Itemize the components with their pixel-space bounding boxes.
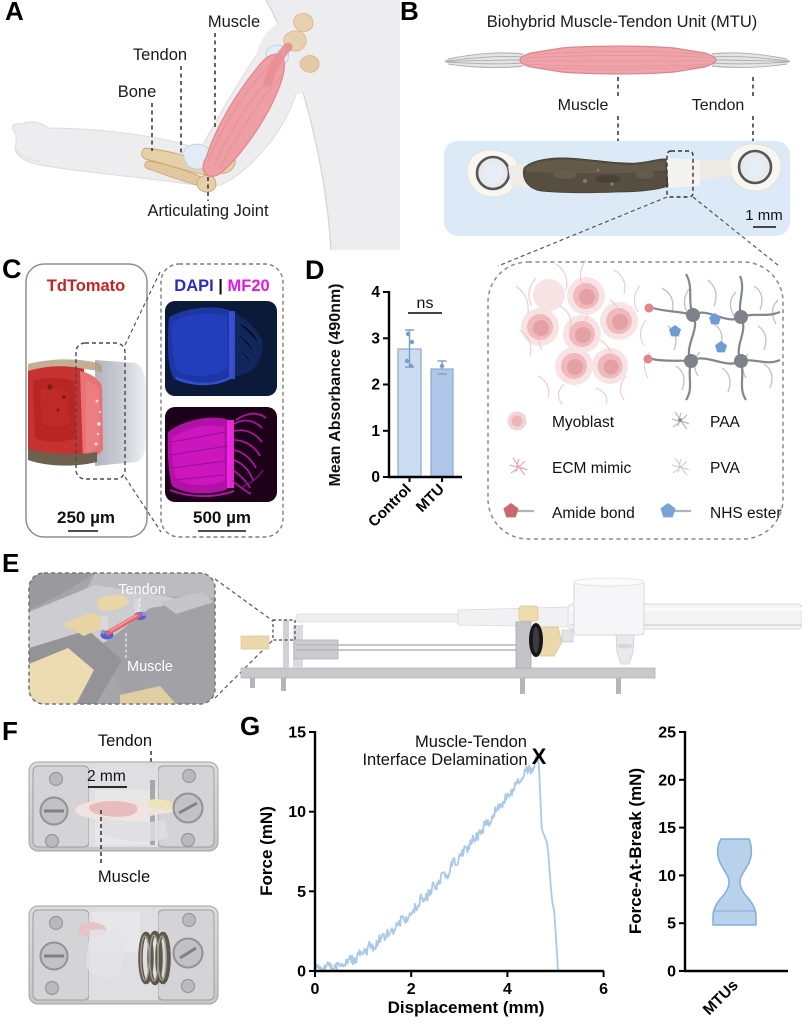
svg-text:1 mm: 1 mm — [745, 207, 783, 224]
svg-text:PVA: PVA — [710, 460, 741, 477]
svg-text:0: 0 — [667, 964, 676, 981]
svg-text:10: 10 — [288, 804, 306, 821]
svg-text:5: 5 — [297, 884, 306, 901]
svg-text:DAPI | MF20: DAPI | MF20 — [174, 277, 269, 295]
svg-text:Tendon: Tendon — [692, 97, 745, 114]
svg-text:C: C — [2, 254, 22, 284]
svg-text:B: B — [400, 0, 419, 26]
svg-text:F: F — [2, 716, 18, 746]
svg-text:Force-At-Break (mN): Force-At-Break (mN) — [626, 768, 645, 934]
svg-text:Mean Absorbance (490nm): Mean Absorbance (490nm) — [327, 283, 344, 486]
svg-text:4: 4 — [371, 284, 380, 301]
svg-text:3: 3 — [371, 330, 380, 347]
svg-text:G: G — [240, 711, 260, 741]
svg-text:Interface Delamination: Interface Delamination — [362, 751, 527, 769]
svg-text:X: X — [532, 744, 547, 769]
svg-text:D: D — [305, 255, 325, 285]
svg-text:Muscle: Muscle — [208, 13, 260, 31]
svg-text:Amide bond: Amide bond — [552, 505, 635, 522]
svg-text:Muscle: Muscle — [558, 97, 609, 114]
svg-text:Myoblast: Myoblast — [552, 414, 615, 431]
svg-text:Displacement (mm): Displacement (mm) — [388, 998, 545, 1017]
svg-text:E: E — [2, 548, 19, 578]
svg-text:250 µm: 250 µm — [57, 508, 115, 527]
svg-text:Muscle: Muscle — [98, 868, 150, 886]
svg-text:15: 15 — [658, 820, 676, 837]
svg-text:0: 0 — [311, 981, 320, 998]
svg-text:NHS ester: NHS ester — [710, 505, 782, 522]
svg-text:MTU: MTU — [413, 481, 448, 516]
svg-text:0: 0 — [371, 469, 380, 486]
svg-text:2: 2 — [407, 981, 416, 998]
svg-text:5: 5 — [667, 916, 676, 933]
svg-text:25: 25 — [658, 725, 676, 742]
svg-text:Tendon: Tendon — [118, 582, 166, 598]
svg-text:0: 0 — [297, 964, 306, 981]
svg-text:4: 4 — [503, 981, 512, 998]
svg-text:MTUs: MTUs — [700, 977, 742, 1019]
svg-text:A: A — [5, 0, 24, 26]
svg-text:15: 15 — [288, 725, 306, 742]
svg-text:Biohybrid Muscle-Tendon Unit (: Biohybrid Muscle-Tendon Unit (MTU) — [487, 13, 758, 31]
svg-text:Control: Control — [365, 481, 415, 531]
svg-text:Articulating Joint: Articulating Joint — [147, 202, 268, 220]
svg-text:Muscle: Muscle — [127, 659, 173, 675]
svg-text:2: 2 — [371, 377, 380, 394]
svg-text:Tendon: Tendon — [98, 732, 152, 750]
svg-text:500 µm: 500 µm — [193, 508, 251, 527]
svg-text:2 mm: 2 mm — [87, 768, 126, 785]
svg-text:Muscle-Tendon: Muscle-Tendon — [415, 733, 527, 751]
svg-text:ECM mimic: ECM mimic — [552, 460, 631, 477]
svg-text:PAA: PAA — [710, 414, 741, 431]
svg-text:6: 6 — [599, 981, 608, 998]
svg-text:1: 1 — [371, 423, 380, 440]
svg-text:Bone: Bone — [118, 83, 157, 101]
svg-text:20: 20 — [658, 772, 676, 789]
svg-text:TdTomato: TdTomato — [47, 277, 126, 295]
svg-text:Force (mN): Force (mN) — [257, 806, 276, 896]
svg-text:Tendon: Tendon — [133, 46, 187, 64]
svg-text:10: 10 — [658, 868, 676, 885]
svg-text:ns: ns — [417, 295, 434, 312]
